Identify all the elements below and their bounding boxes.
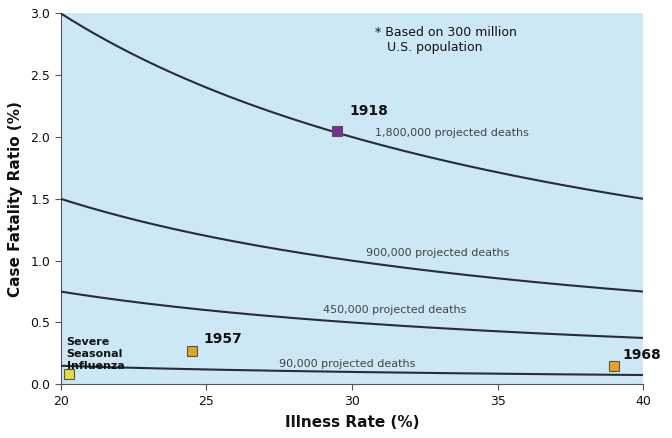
Y-axis label: Case Fatality Ratio (%): Case Fatality Ratio (%) xyxy=(8,101,24,297)
Text: 90,000 projected deaths: 90,000 projected deaths xyxy=(279,359,415,369)
Text: Severe
Seasonal
Influenza: Severe Seasonal Influenza xyxy=(67,337,124,371)
Text: 1918: 1918 xyxy=(349,104,388,118)
Text: 1,800,000 projected deaths: 1,800,000 projected deaths xyxy=(375,128,529,138)
Text: 900,000 projected deaths: 900,000 projected deaths xyxy=(366,248,510,258)
X-axis label: Illness Rate (%): Illness Rate (%) xyxy=(285,415,419,430)
Text: 1957: 1957 xyxy=(204,332,242,346)
Text: 1968: 1968 xyxy=(623,348,661,362)
Text: 450,000 projected deaths: 450,000 projected deaths xyxy=(323,305,466,315)
Text: * Based on 300 million
   U.S. population: * Based on 300 million U.S. population xyxy=(375,26,517,54)
